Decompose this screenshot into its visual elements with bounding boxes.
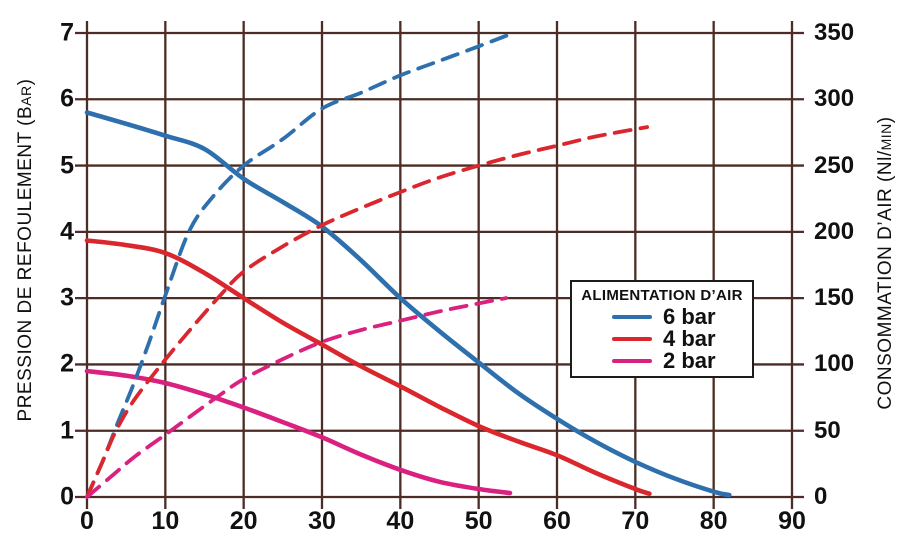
y-left-tick-label-5: 5 [60, 151, 74, 180]
y-right-tick-label-100: 100 [814, 350, 855, 378]
x-tick-label-30: 30 [308, 507, 336, 534]
right-axis-title: CONSOMMATION D’AIR (Nl/MIN) [875, 116, 896, 410]
legend-box: ALIMENTATION D’AIR 6 bar 4 bar 2 bar [570, 280, 754, 378]
y-left-tick-label-7: 7 [60, 18, 74, 47]
left-axis-title-text: PRESSION DE REFOULEMENT (B [15, 105, 36, 422]
left-axis-title: PRESSION DE REFOULEMENT (BAR) [15, 78, 36, 422]
curve-4-air-6bar [85, 32, 512, 499]
curve-1-pressure-6bar [84, 110, 732, 498]
y-right-tick-label-200: 200 [814, 217, 855, 245]
curve-6-air-2bar [85, 296, 508, 499]
y-right-tick-label-50: 50 [814, 416, 841, 444]
x-tick-label-60: 60 [543, 507, 571, 534]
curve-5-air-4bar [85, 125, 649, 499]
legend-label-2bar: 2 bar [663, 348, 716, 373]
y-left-tick-label-0: 0 [60, 482, 74, 511]
legend-entry-4bar: 4 bar [572, 328, 752, 350]
legend-swatch-2bar [612, 358, 652, 364]
right-axis-title-text: CONSOMMATION D’AIR (Nl/ [875, 150, 896, 410]
y-right-tick-label-350: 350 [814, 19, 855, 46]
y-right-tick-label-150: 150 [814, 284, 855, 312]
y-left-tick-label-6: 6 [60, 84, 74, 113]
x-tick-label-50: 50 [464, 507, 493, 534]
y-left-tick-label-4: 4 [60, 217, 74, 246]
y-right-tick-label-0: 0 [814, 483, 828, 510]
y-right-tick-label-250: 250 [814, 151, 855, 179]
x-tick-label-90: 90 [778, 507, 806, 534]
x-tick-label-70: 70 [621, 507, 650, 534]
legend-swatch-4bar [612, 336, 652, 342]
x-tick-label-10: 10 [151, 507, 180, 534]
x-tick-label-20: 20 [229, 507, 258, 534]
y-left-tick-label-2: 2 [60, 349, 74, 378]
y-left-tick-label-1: 1 [60, 416, 74, 445]
grid [75, 21, 804, 509]
curve-2-pressure-4bar [84, 238, 652, 496]
x-tick-label-80: 80 [699, 507, 728, 534]
y-left-tick-label-3: 3 [60, 283, 74, 312]
legend-title: ALIMENTATION D’AIR [581, 287, 743, 304]
x-tick-label-40: 40 [386, 507, 415, 534]
curve-3-pressure-2bar [84, 368, 513, 496]
y-right-tick-label-300: 300 [814, 85, 855, 113]
legend-entry-2bar: 2 bar [572, 350, 752, 372]
legend-label-6bar: 6 bar [663, 304, 716, 329]
legend-entry-6bar: 6 bar [572, 306, 752, 328]
x-tick-label-0: 0 [80, 507, 94, 534]
legend-label-4bar: 4 bar [663, 326, 716, 351]
legend-swatch-6bar [612, 314, 652, 320]
